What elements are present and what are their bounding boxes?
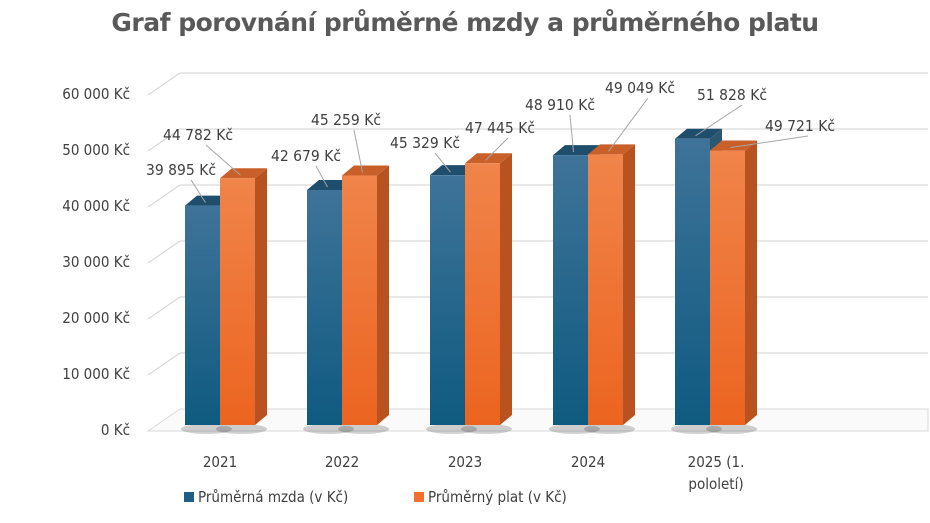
bar-side: [500, 153, 512, 426]
y-tick-label: 20 000 Kč: [62, 309, 130, 327]
bar-side: [745, 140, 757, 426]
data-label: 39 895 Kč: [146, 161, 216, 179]
gridline: [147, 128, 928, 152]
x-tick-line: 2023: [448, 453, 482, 471]
leader-line: [569, 114, 574, 153]
data-label: 49 721 Kč: [765, 117, 835, 135]
chart-title: Graf porovnání průměrné mzdy a průměrnéh…: [111, 8, 819, 37]
bar-shadow: [181, 424, 232, 434]
legend-label: Průměrný plat (v Kč): [428, 488, 567, 506]
x-tick-line: 2024: [571, 453, 605, 471]
y-tick-label: 0 Kč: [101, 421, 130, 439]
bar-top: [342, 165, 389, 176]
bar-plat: [465, 163, 500, 426]
bar-top: [553, 145, 600, 156]
bar-side: [255, 168, 267, 425]
bar-top: [465, 153, 512, 164]
leader-line: [730, 135, 809, 149]
y-tick-label: 30 000 Kč: [62, 253, 130, 271]
x-tick-line: 2021: [203, 453, 237, 471]
bar-mzda: [430, 175, 465, 425]
legend-swatch: [184, 492, 194, 502]
leader-line: [315, 165, 328, 188]
data-label: 49 049 Kč: [605, 79, 675, 97]
data-label: 48 910 Kč: [525, 96, 595, 114]
bar-side: [377, 165, 389, 425]
y-tick-label: 50 000 Kč: [62, 141, 130, 159]
leader-line: [695, 104, 743, 137]
bar-shadow: [549, 424, 600, 434]
x-tick-line: pololetí): [688, 475, 743, 493]
bar-plat: [342, 175, 377, 425]
x-tick-line: 2022: [325, 453, 359, 471]
x-tick-label: 2022: [325, 453, 359, 471]
data-label: 42 679 Kč: [271, 147, 341, 165]
bar-mzda: [185, 205, 220, 425]
x-tick-label: 2023: [448, 453, 482, 471]
bar-top: [588, 144, 635, 155]
x-tick-line: 2025 (1.: [688, 453, 745, 471]
bar-shadow: [584, 424, 635, 434]
leader-line: [608, 97, 649, 152]
bar-plat: [220, 178, 255, 425]
bar-top: [220, 168, 267, 179]
bar-side: [623, 144, 635, 425]
y-tick-label: 40 000 Kč: [62, 197, 130, 215]
leader-line: [353, 129, 363, 173]
bar-plat: [588, 154, 623, 425]
bar-mzda: [307, 189, 342, 425]
leader-line: [434, 152, 451, 173]
y-tick-label: 10 000 Kč: [62, 365, 130, 383]
bar-mzda: [675, 138, 710, 426]
leader-line: [205, 144, 241, 176]
x-tick-label: 2021: [203, 453, 237, 471]
bar-mzda: [553, 155, 588, 425]
bar-shadow: [706, 424, 757, 434]
leader-line: [190, 179, 206, 203]
gridline: [147, 72, 928, 96]
data-label: 45 259 Kč: [311, 111, 381, 129]
bar-shadow: [671, 424, 722, 434]
bar-shadow: [426, 424, 477, 434]
bar-shadow: [338, 424, 389, 434]
data-label: 44 782 Kč: [163, 126, 233, 144]
bar-plat: [710, 150, 745, 426]
legend-label: Průměrná mzda (v Kč): [198, 488, 348, 506]
bar-shadow: [216, 424, 267, 434]
legend-swatch: [414, 492, 424, 502]
bar-shadow: [461, 424, 512, 434]
data-label: 45 329 Kč: [390, 134, 460, 152]
data-label: 47 445 Kč: [465, 119, 535, 137]
x-tick-label: 2025 (1. pololetí): [688, 453, 745, 493]
leader-line: [485, 137, 509, 161]
bar-shadow: [303, 424, 354, 434]
data-label: 51 828 Kč: [697, 86, 767, 104]
y-tick-label: 60 000 Kč: [62, 85, 130, 103]
bar-top: [710, 140, 757, 151]
x-tick-label: 2024: [571, 453, 605, 471]
